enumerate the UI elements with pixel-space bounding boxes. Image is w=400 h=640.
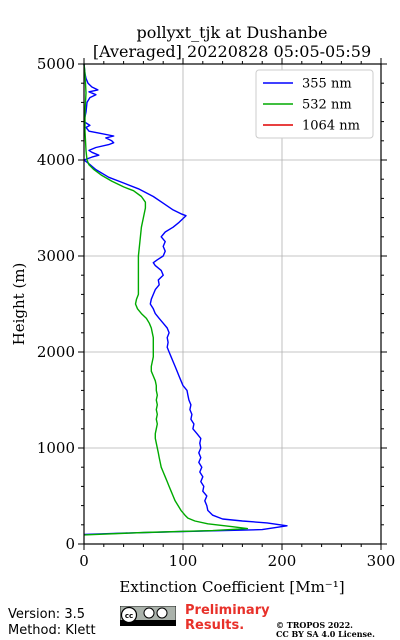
- x-tick-label: 200: [268, 552, 297, 570]
- y-tick-label: 1000: [37, 439, 75, 457]
- series-layer: [83, 63, 288, 536]
- y-tick-label: 4000: [37, 151, 75, 169]
- legend: 355 nm 532 nm 1064 nm: [255, 69, 374, 139]
- series-line-355-nm: [83, 63, 288, 536]
- y-tick-label: 3000: [37, 247, 75, 265]
- y-axis-label: Height (m): [10, 263, 28, 346]
- grid: [84, 64, 381, 544]
- preliminary-results-line2: Results.: [185, 618, 245, 633]
- method-text: Method: Klett: [8, 623, 96, 638]
- x-axis-label: Extinction Coefficient [Mm⁻¹]: [119, 578, 344, 596]
- x-tick-label: 0: [79, 552, 89, 570]
- series-line-532-nm: [83, 63, 249, 536]
- version-text: Version: 3.5: [8, 607, 85, 622]
- svg-text:cc: cc: [125, 612, 133, 620]
- license-text: CC BY SA 4.0 License.: [276, 629, 375, 639]
- y-tick-label: 5000: [37, 55, 75, 73]
- legend-label: 355 nm: [302, 77, 352, 92]
- legend-label: 1064 nm: [302, 119, 360, 134]
- x-tick-label: 300: [367, 552, 396, 570]
- legend-label: 532 nm: [302, 98, 352, 113]
- preliminary-results-line1: Preliminary: [185, 603, 270, 618]
- plot-frame: [83, 63, 382, 545]
- copyright-text: © TROPOS 2022.: [276, 620, 353, 630]
- y-tick-label: 2000: [37, 343, 75, 361]
- chart: pollyxt_tjk at Dushanbe [Averaged] 20220…: [10, 23, 396, 596]
- x-tick-label: 100: [169, 552, 198, 570]
- y-tick-label: 0: [65, 535, 75, 553]
- cc-by-sa-badge: cc: [120, 606, 176, 626]
- chart-title-line2: [Averaged] 20220828 05:05-05:59: [93, 42, 371, 61]
- chart-title-line1: pollyxt_tjk at Dushanbe: [136, 23, 327, 42]
- legend-box: [255, 69, 374, 139]
